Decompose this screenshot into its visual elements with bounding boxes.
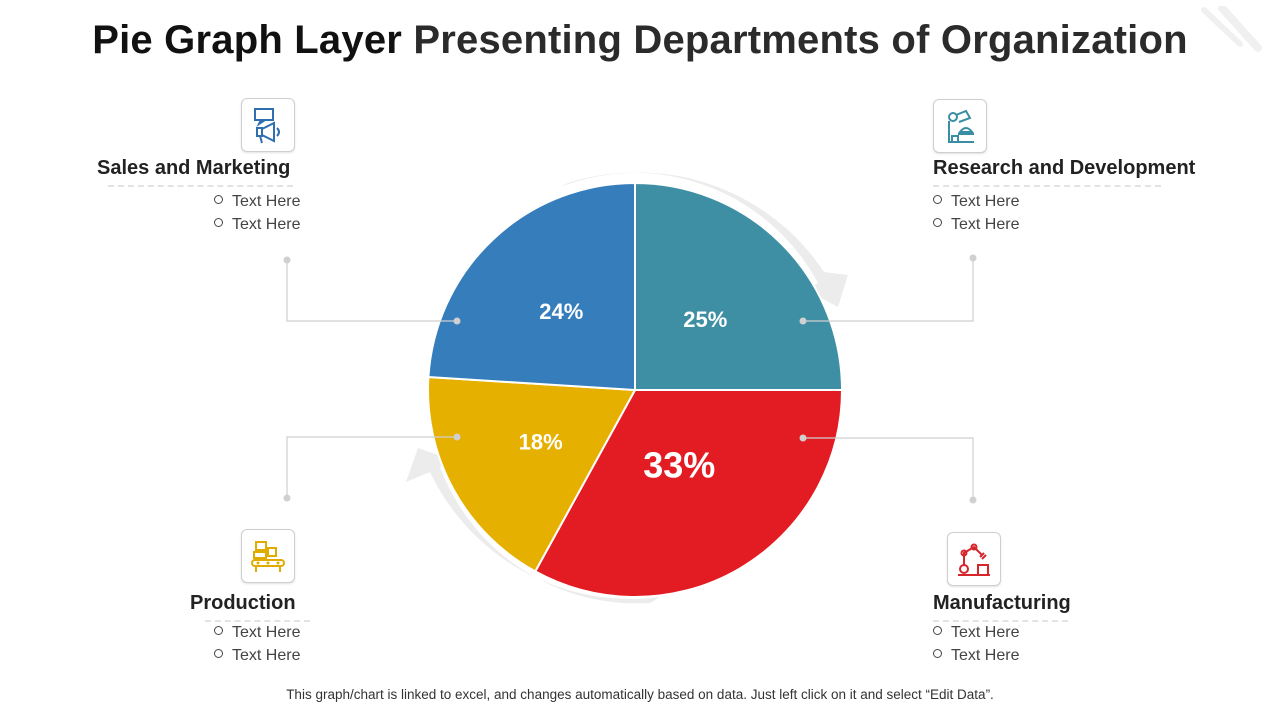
dept-name-research: Research and Development [933, 157, 1196, 179]
list-item: Text Here [214, 190, 300, 213]
connector-line [803, 437, 974, 500]
connector-line [286, 436, 457, 498]
pie-slice[interactable] [427, 181, 636, 392]
swirl-arrow-bottom [406, 448, 660, 604]
footnote: This graph/chart is linked to excel, and… [286, 687, 994, 702]
connector-line [286, 260, 457, 322]
pie-slice[interactable] [634, 181, 844, 391]
dept-name-sales: Sales and Marketing [97, 157, 291, 179]
decorative-stripes-icon [1201, 6, 1262, 52]
connector-dot [453, 317, 461, 325]
list-item: Text Here [214, 213, 300, 236]
bullet-list-production: Text Here Text Here [214, 621, 300, 667]
divider [933, 620, 1068, 622]
list-item: Text Here [933, 644, 1019, 667]
bullet-list-research: Text Here Text Here [933, 190, 1019, 236]
conveyor-icon [241, 529, 295, 583]
connector-dot [283, 256, 291, 264]
list-item: Text Here [933, 621, 1019, 644]
slice-label: 25% [683, 307, 727, 332]
connector-line [803, 258, 974, 322]
divider [108, 185, 293, 187]
connector-dot [283, 494, 291, 502]
connector-dot [799, 434, 807, 442]
robot-arm-icon [947, 532, 1001, 586]
title-part-2: Presenting Departments of Organization [413, 18, 1188, 62]
connector-dot [969, 254, 977, 262]
connector-dot [453, 433, 461, 441]
bullet-list-sales: Text Here Text Here [214, 190, 300, 236]
slice-label: 18% [519, 429, 563, 454]
divider [933, 185, 1161, 187]
list-item: Text Here [933, 190, 1019, 213]
divider [205, 620, 310, 622]
microscope-icon [933, 99, 987, 153]
slice-label: 33% [643, 444, 715, 485]
slice-label: 24% [539, 299, 583, 324]
title-part-1: Pie Graph Layer [92, 18, 403, 62]
list-item: Text Here [214, 644, 300, 667]
dept-name-manufacturing: Manufacturing [933, 592, 1071, 614]
list-item: Text Here [214, 621, 300, 644]
connector-dot [799, 317, 807, 325]
list-item: Text Here [933, 213, 1019, 236]
page-title: Pie Graph Layer Presenting Departments o… [0, 18, 1280, 63]
pie-slice[interactable] [427, 375, 637, 573]
connector-dot [969, 496, 977, 504]
dept-name-production: Production [190, 592, 296, 614]
bullet-list-manufacturing: Text Here Text Here [933, 621, 1019, 667]
pie-slice[interactable] [533, 389, 844, 598]
megaphone-icon [241, 98, 295, 152]
